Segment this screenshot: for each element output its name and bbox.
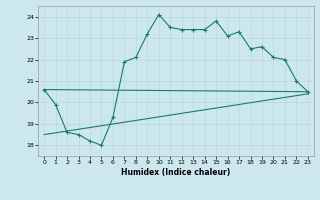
X-axis label: Humidex (Indice chaleur): Humidex (Indice chaleur) xyxy=(121,168,231,177)
